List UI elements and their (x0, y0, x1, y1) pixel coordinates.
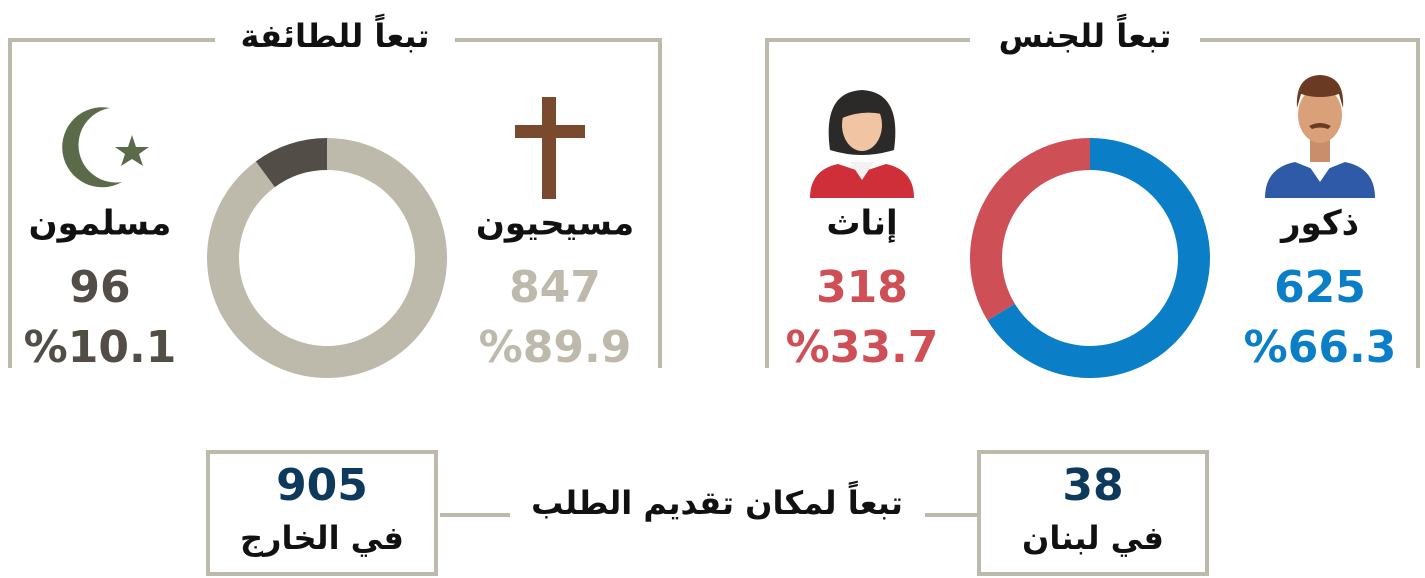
location-box (206, 450, 438, 576)
cross-icon (515, 97, 585, 199)
panel-title: تبعاً للجنس (999, 13, 1172, 55)
count-label: 318 (816, 262, 908, 313)
donut-segment (970, 138, 1090, 321)
crescent-icon (62, 107, 149, 188)
category-label: ذكور (1279, 204, 1359, 244)
location-value: 905 (276, 460, 368, 511)
percent-label: %10.1 (24, 322, 177, 373)
category-label: مسلمون (29, 204, 172, 244)
location-label: في الخارج (240, 519, 404, 557)
female-icon (810, 90, 914, 198)
category-label: إناث (826, 204, 897, 244)
count-label: 625 (1274, 262, 1366, 313)
category-label: مسيحيون (476, 204, 634, 244)
location-label: في لبنان (1022, 519, 1164, 557)
count-label: 847 (509, 262, 601, 313)
percent-label: %89.9 (479, 322, 632, 373)
donut-segment (207, 138, 447, 378)
location-box (977, 450, 1209, 576)
percent-label: %66.3 (1244, 322, 1397, 373)
location-value: 38 (1062, 460, 1123, 511)
panel-title: تبعاً للطائفة (240, 13, 429, 55)
count-label: 96 (69, 262, 130, 313)
location-title: تبعاً لمكان تقديم الطلب (531, 480, 903, 522)
male-icon (1265, 75, 1375, 198)
donut-segment (255, 138, 327, 188)
percent-label: %33.7 (786, 322, 939, 373)
